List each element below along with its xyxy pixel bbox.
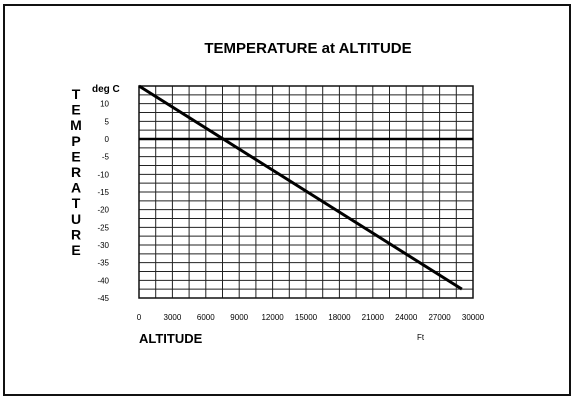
x-tick-label: 24000 bbox=[395, 313, 418, 322]
x-axis-unit: Ft bbox=[417, 333, 425, 342]
x-tick-label: 27000 bbox=[428, 313, 451, 322]
y-tick-label: -15 bbox=[97, 188, 109, 197]
y-tick-label: -25 bbox=[97, 223, 109, 232]
x-tick-label: 3000 bbox=[164, 313, 182, 322]
y-tick-label: 0 bbox=[105, 135, 110, 144]
y-tick-label: 5 bbox=[105, 117, 110, 126]
y-tick-label: -30 bbox=[97, 241, 109, 250]
y-tick-label: -5 bbox=[102, 153, 110, 162]
series-line bbox=[138, 84, 463, 291]
x-tick-label: 12000 bbox=[261, 313, 284, 322]
plot-border bbox=[138, 85, 474, 299]
x-tick-label: 6000 bbox=[197, 313, 215, 322]
x-tick-label: 9000 bbox=[230, 313, 248, 322]
y-tick-label: -35 bbox=[97, 259, 109, 268]
y-tick-label: -45 bbox=[97, 294, 109, 303]
x-tick-label: 15000 bbox=[295, 313, 318, 322]
chart-title: TEMPERATURE at ALTITUDE bbox=[204, 40, 411, 57]
y-axis-unit: deg C bbox=[92, 84, 120, 95]
y-tick-label: -40 bbox=[97, 276, 109, 285]
x-tick-label: 30000 bbox=[462, 313, 485, 322]
x-tick-label: 18000 bbox=[328, 313, 351, 322]
x-axis-title: ALTITUDE bbox=[139, 331, 203, 346]
x-tick-label: 21000 bbox=[362, 313, 385, 322]
y-tick-label: -20 bbox=[97, 206, 109, 215]
x-tick-label: 0 bbox=[137, 313, 142, 322]
y-tick-label: -10 bbox=[97, 170, 109, 179]
chart-frame bbox=[3, 4, 571, 396]
y-tick-label: 10 bbox=[100, 100, 109, 109]
